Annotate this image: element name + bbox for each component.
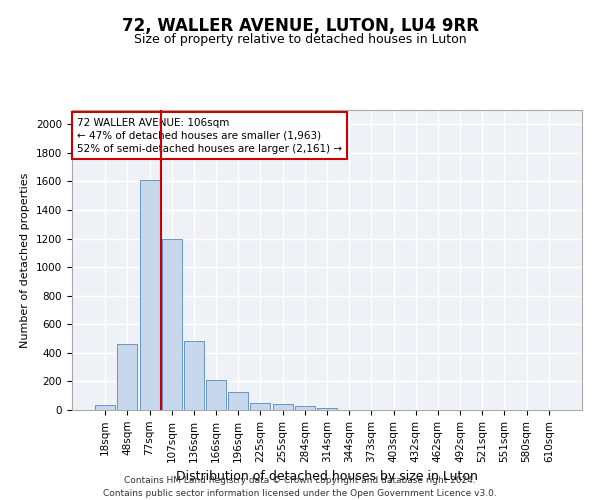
Text: 72, WALLER AVENUE, LUTON, LU4 9RR: 72, WALLER AVENUE, LUTON, LU4 9RR: [121, 18, 479, 36]
Bar: [162, 240, 182, 410]
Bar: [140, 180, 160, 410]
Text: 72 WALLER AVENUE: 106sqm
← 47% of detached houses are smaller (1,963)
52% of sem: 72 WALLER AVENUE: 106sqm ← 47% of detach…: [77, 118, 342, 154]
X-axis label: Distribution of detached houses by size in Luton: Distribution of detached houses by size …: [176, 470, 478, 483]
Bar: [250, 403, 271, 410]
Y-axis label: Number of detached properties: Number of detached properties: [20, 172, 31, 348]
Bar: [272, 404, 293, 410]
Bar: [206, 380, 226, 410]
Bar: [317, 408, 337, 410]
Text: Contains HM Land Registry data © Crown copyright and database right 2024.
Contai: Contains HM Land Registry data © Crown c…: [103, 476, 497, 498]
Bar: [184, 340, 204, 410]
Bar: [228, 392, 248, 410]
Bar: [295, 406, 315, 410]
Text: Size of property relative to detached houses in Luton: Size of property relative to detached ho…: [134, 32, 466, 46]
Bar: [95, 405, 115, 410]
Bar: [118, 344, 137, 410]
